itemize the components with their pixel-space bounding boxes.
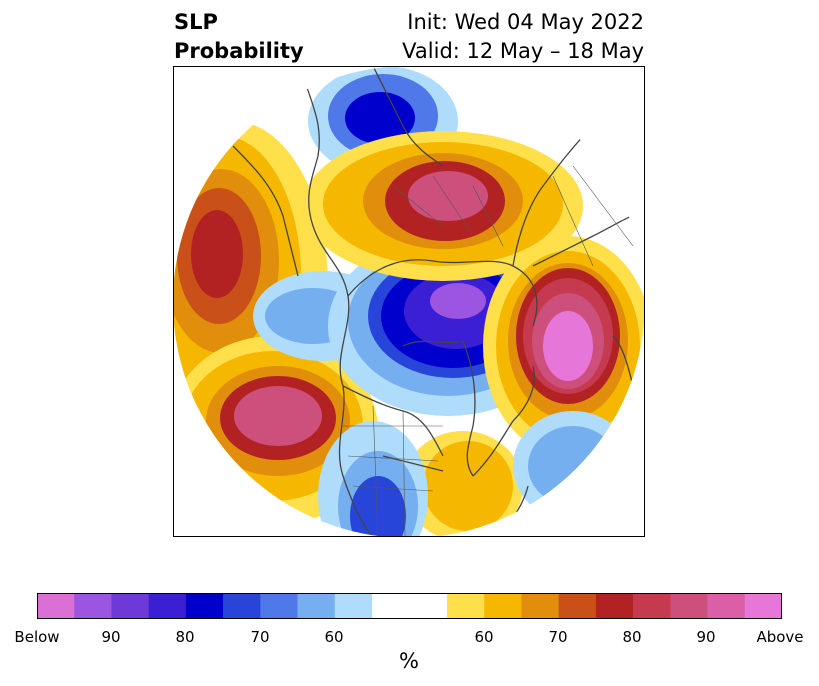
colorbar-cell bbox=[484, 593, 522, 619]
anomaly-above-barents-kara bbox=[483, 236, 645, 456]
colorbar-cell bbox=[223, 593, 261, 619]
anomaly-above-eastern-europe bbox=[303, 131, 583, 281]
tick-label-below-90: 90 bbox=[101, 628, 121, 646]
map-frame bbox=[173, 66, 645, 537]
colorbar-cell bbox=[260, 593, 298, 619]
tick-label-above-60: 60 bbox=[474, 628, 494, 646]
title-line-1: SLP bbox=[174, 10, 218, 34]
colorbar-frame bbox=[37, 593, 782, 619]
anomaly-above-nw-atlantic bbox=[403, 431, 523, 537]
colorbar-cells bbox=[37, 593, 782, 619]
tick-label-above-70: 70 bbox=[548, 628, 568, 646]
colorbar-cell bbox=[185, 593, 224, 619]
tick-label-above-90: 90 bbox=[696, 628, 716, 646]
date-info: Init: Wed 04 May 2022 Valid: 12 May – 18… bbox=[402, 8, 644, 66]
colorbar-cell bbox=[297, 593, 336, 619]
tick-label-below-60: 60 bbox=[324, 628, 344, 646]
probability-map bbox=[173, 66, 645, 537]
colorbar-unit: % bbox=[399, 649, 419, 673]
colorbar-cell bbox=[521, 593, 559, 619]
tick-label-above-80: 80 bbox=[622, 628, 642, 646]
tick-label-below-80: 80 bbox=[175, 628, 195, 646]
colorbar-cell bbox=[74, 593, 112, 619]
tick-label-above: Above bbox=[756, 628, 804, 646]
colorbar-cell bbox=[447, 593, 485, 619]
init-date: Init: Wed 04 May 2022 bbox=[407, 10, 644, 34]
colorbar-cell bbox=[37, 593, 75, 619]
colorbar-cell bbox=[670, 593, 708, 619]
colorbar bbox=[37, 593, 782, 619]
colorbar-cell bbox=[744, 593, 782, 619]
colorbar-cell bbox=[595, 593, 634, 619]
title-line-2: Probability bbox=[174, 39, 304, 63]
borders bbox=[343, 165, 634, 537]
colorbar-cell bbox=[371, 593, 448, 619]
colorbar-cell bbox=[148, 593, 187, 619]
tick-label-below-70: 70 bbox=[250, 628, 270, 646]
anomaly-below-north-atlantic bbox=[513, 411, 633, 521]
colorbar-cell bbox=[334, 593, 373, 619]
map-title: SLP Probability bbox=[174, 8, 304, 66]
valid-range: Valid: 12 May – 18 May bbox=[402, 39, 644, 63]
colorbar-cell bbox=[707, 593, 746, 619]
colorbar-cell bbox=[111, 593, 149, 619]
tick-label-below: Below bbox=[14, 628, 60, 646]
colorbar-cell bbox=[558, 593, 597, 619]
colorbar-cell bbox=[633, 593, 671, 619]
